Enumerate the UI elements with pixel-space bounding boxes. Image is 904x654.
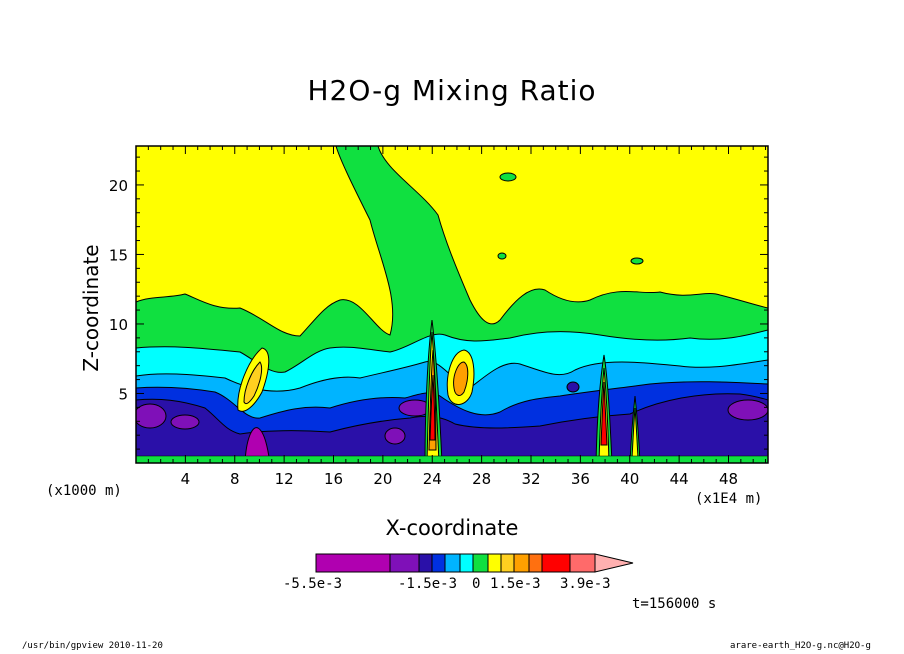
x-unit-left: (x1000 m) [46,483,122,499]
level-magenta-blob [244,427,271,463]
x-tick-label: 36 [571,470,590,488]
footer-left: /usr/bin/gpview 2010-11-20 [22,641,163,651]
plot-frame [135,145,769,464]
x-axis-label: X-coordinate [385,516,519,540]
level-base-strip [136,455,768,463]
x-tick-label: 24 [423,470,442,488]
level-purple-blob [136,403,167,429]
colorbar-swatch [513,553,530,573]
level-darkblue-blob [566,381,580,393]
colorbar-swatch [472,553,489,573]
level-purple-blob [170,414,200,430]
y-tick-label: 15 [109,246,128,264]
chart-title: H2O-g Mixing Ratio [307,74,597,107]
colorbar-label: -1.5e-3 [398,576,458,592]
x-tick-label: 4 [181,470,191,488]
level-purple-blob [384,427,406,445]
x-tick-label: 48 [719,470,738,488]
level-plume-yellow [631,407,639,459]
x-tick-label: 28 [472,470,491,488]
colorbar-swatch [487,553,502,573]
time-label: t=156000 s [632,596,717,612]
colorbar-swatch [431,553,446,573]
level-purple-blob [727,399,768,421]
x-tick-label: 16 [324,470,343,488]
level-plume-red [600,381,608,446]
level-green-island [630,257,644,265]
x-tick-label: 8 [230,470,240,488]
level-green-island [497,252,507,260]
footer-right: arare-earth_H2O-g.nc@H2O-g [730,641,871,651]
x-unit-right: (x1E4 m) [695,491,763,507]
level-orange-blob [453,361,469,396]
x-tick-label: 32 [521,470,540,488]
colorbar-label: 1.5e-3 [490,576,541,592]
y-tick-label: 20 [109,177,128,195]
y-tick-label: 5 [118,385,128,403]
colorbar-label: -5.5e-3 [283,576,343,592]
x-tick-label: 20 [373,470,392,488]
colorbar-swatch [569,553,596,573]
colorbar-extend-arrow [594,553,634,573]
x-tick-label: 12 [275,470,294,488]
contour-field [136,146,768,463]
y-tick-label: 10 [109,316,128,334]
y-axis-label: Z-coordinate [79,244,103,372]
colorbar-swatch [528,553,543,573]
colorbar-label: 3.9e-3 [560,576,611,592]
colorbar-swatch [444,553,461,573]
colorbar-swatch [459,553,474,573]
colorbar [315,553,634,573]
level-green-island [499,172,517,182]
level-plume-red [429,374,436,441]
colorbar-swatch [389,553,420,573]
colorbar-swatch [541,553,571,573]
colorbar-label: 0 [472,576,481,592]
colorbar-swatch [418,553,433,573]
colorbar-swatch [315,553,391,573]
colorbar-swatch [500,553,515,573]
x-tick-label: 44 [670,470,689,488]
level-orange-tongue [243,361,263,405]
x-tick-label: 40 [620,470,639,488]
